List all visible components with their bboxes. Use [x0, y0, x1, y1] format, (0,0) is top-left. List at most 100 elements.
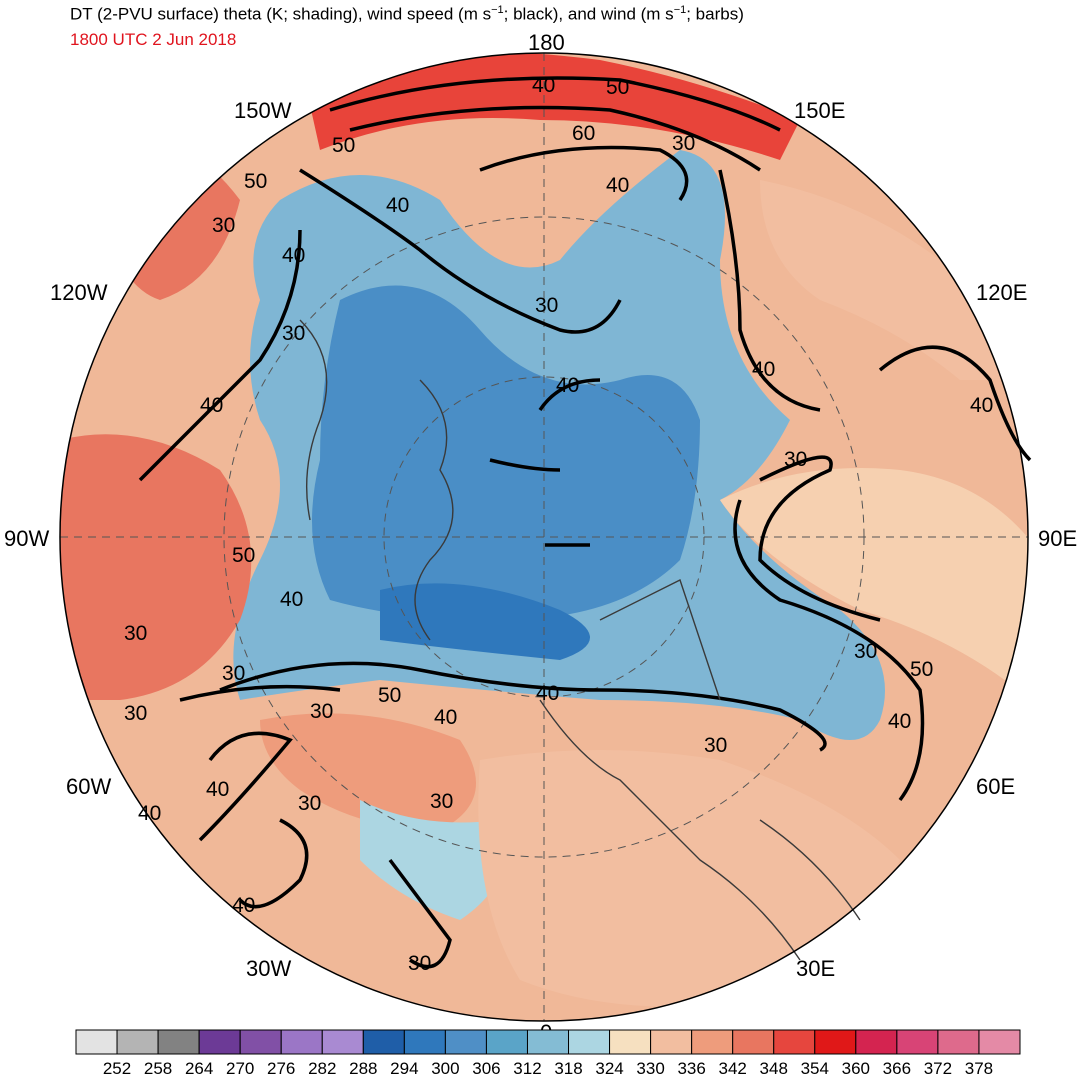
colorbar-tick-label: 264	[185, 1059, 213, 1076]
contour-label: 40	[606, 174, 629, 197]
contour-label: 40	[232, 894, 255, 917]
colorbar-swatch	[732, 1029, 775, 1055]
colorbar-swatch	[978, 1029, 1021, 1055]
colorbar-tick-label: 318	[554, 1059, 582, 1076]
colorbar-tick-label: 258	[144, 1059, 172, 1076]
colorbar-swatch	[691, 1029, 734, 1055]
colorbar-tick-label: 324	[595, 1059, 623, 1076]
lon-label-150e: 150E	[794, 98, 845, 123]
colorbar-swatch	[568, 1029, 611, 1055]
contour-label: 30	[430, 790, 453, 813]
lon-label-180: 180	[528, 30, 565, 55]
contour-label: 40	[752, 358, 775, 381]
contour-label: 40	[536, 682, 559, 705]
contour-label: 40	[970, 394, 993, 417]
contour-label: 40	[200, 394, 223, 417]
contour-label: 30	[672, 132, 695, 155]
figure-subtitle-time: 1800 UTC 2 Jun 2018	[70, 30, 237, 49]
contour-label: 30	[124, 622, 147, 645]
colorbar-swatch	[937, 1029, 980, 1055]
colorbar-swatch	[362, 1029, 405, 1055]
contour-label: 40	[280, 588, 303, 611]
colorbar-swatch	[650, 1029, 693, 1055]
contour-label: 30	[784, 448, 807, 471]
contour-label: 40	[434, 706, 457, 729]
contour-label: 30	[298, 792, 321, 815]
colorbar-swatch	[485, 1029, 528, 1055]
colorbar-tick-label: 312	[513, 1059, 541, 1076]
contour-label: 50	[332, 134, 355, 157]
contour-label: 30	[222, 662, 245, 685]
colorbar-tick-label: 372	[924, 1059, 952, 1076]
lon-label-120w: 120W	[50, 280, 108, 305]
contour-label: 50	[244, 170, 267, 193]
colorbar-tick-label: 276	[267, 1059, 295, 1076]
contour-label: 30	[408, 952, 431, 975]
lon-label-150w: 150W	[234, 98, 292, 123]
colorbar-swatch	[896, 1029, 939, 1055]
colorbar-tick-label: 270	[226, 1059, 254, 1076]
contour-label: 40	[206, 778, 229, 801]
coastlines	[299, 319, 861, 961]
contour-label: 60	[572, 122, 595, 145]
colorbar-swatch	[403, 1029, 446, 1055]
contour-label: 40	[532, 74, 555, 97]
colorbar-tick-label: 354	[801, 1059, 829, 1076]
lon-label-90e: 90E	[1038, 526, 1077, 551]
colorbar-tick-label: 300	[431, 1059, 459, 1076]
colorbar-swatch	[814, 1029, 857, 1055]
contour-label: 40	[556, 374, 579, 397]
lon-label-90w: 90W	[4, 526, 49, 551]
colorbar-swatch	[855, 1029, 898, 1055]
colorbar-tick-label: 360	[842, 1059, 870, 1076]
contour-label: 30	[310, 700, 333, 723]
colorbar: 252 258 264 270 276 282 288 294 300 306 312 318 324 3…	[75, 1029, 1021, 1076]
colorbar-tick-label: 282	[308, 1059, 336, 1076]
lon-label-60e: 60E	[976, 774, 1015, 799]
colorbar-swatch	[75, 1029, 118, 1055]
contour-label: 30	[282, 322, 305, 345]
lon-label-30e: 30E	[796, 956, 835, 981]
contour-label: 30	[212, 214, 235, 237]
contour-label: 40	[888, 710, 911, 733]
lon-label-120e: 120E	[976, 280, 1027, 305]
colorbar-swatch	[239, 1029, 282, 1055]
contour-label: 50	[910, 658, 933, 681]
colorbar-swatch	[116, 1029, 159, 1055]
contour-labels: 40 50 60 30 40 50 50 30 40 30 40 30 40 4…	[124, 74, 993, 975]
figure-title: DT (2-PVU surface) theta (K; shading), w…	[70, 4, 744, 24]
colorbar-swatch	[198, 1029, 241, 1055]
colorbar-tick-label: 342	[719, 1059, 747, 1076]
contour-label: 50	[378, 684, 401, 707]
contour-label: 40	[138, 802, 161, 825]
colorbar-swatch	[773, 1029, 816, 1055]
colorbar-tick-label: 336	[677, 1059, 705, 1076]
colorbar-swatch	[157, 1029, 200, 1055]
map-boundary	[59, 52, 1029, 1022]
colorbar-swatch	[444, 1029, 487, 1055]
wind-speed-contours	[138, 76, 1032, 969]
graticule	[60, 53, 1028, 1021]
contour-label: 40	[282, 244, 305, 267]
contour-label: 30	[854, 640, 877, 663]
colorbar-tick-label: 288	[349, 1059, 377, 1076]
colorbar-swatch	[609, 1029, 652, 1055]
colorbar-tick-label: 330	[636, 1059, 664, 1076]
contour-label: 30	[535, 294, 558, 317]
colorbar-swatch	[280, 1029, 323, 1055]
contour-label: 40	[386, 194, 409, 217]
colorbar-swatch	[321, 1029, 364, 1055]
lon-label-60w: 60W	[66, 774, 111, 799]
contour-label: 30	[704, 734, 727, 757]
contour-label: 30	[124, 702, 147, 725]
colorbar-tick-label: 252	[103, 1059, 131, 1076]
colorbar-tick-label: 378	[965, 1059, 993, 1076]
contour-label: 50	[232, 544, 255, 567]
colorbar-tick-label: 348	[760, 1059, 788, 1076]
colorbar-tick-label: 294	[390, 1059, 418, 1076]
colorbar-tick-label: 366	[883, 1059, 911, 1076]
colorbar-tick-label: 306	[472, 1059, 500, 1076]
contour-label: 50	[606, 76, 629, 99]
lon-label-30w: 30W	[246, 956, 291, 981]
